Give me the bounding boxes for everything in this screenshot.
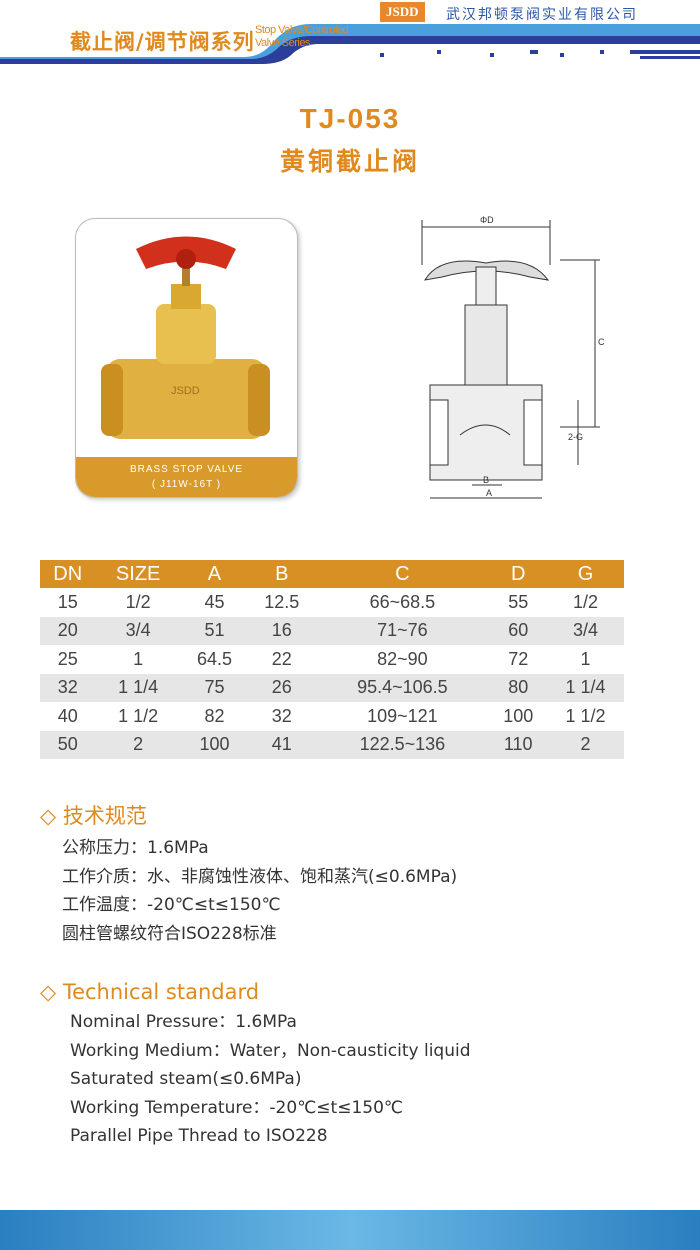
spec-cn-list: 公称压力：1.6MPa 工作介质：水、非腐蚀性液体、饱和蒸汽(≤0.6MPa) … xyxy=(62,834,457,948)
series-title: 截止阀/调节阀系列 xyxy=(70,30,255,54)
table-cell: 1/2 xyxy=(573,591,599,612)
column-header: SIZE xyxy=(95,560,181,588)
table-cell: 1 xyxy=(580,648,591,669)
table-cell: 110 xyxy=(489,730,548,759)
brand-logo: JSDD xyxy=(380,2,425,22)
spec-cn-line: 工作介质：水、非腐蚀性液体、饱和蒸汽(≤0.6MPa) xyxy=(62,866,458,887)
spec-en-line: Nominal Pressure：1.6MPa xyxy=(70,1012,297,1032)
table-cell: 1/2 xyxy=(125,591,151,612)
table-cell: 64.5 xyxy=(196,648,232,669)
column-header: DN xyxy=(40,560,96,588)
table-cell: 22 xyxy=(271,648,292,669)
table-cell: 26 xyxy=(248,673,316,702)
table-cell: 3/4 xyxy=(95,616,181,645)
table-cell: 95.4~106.5 xyxy=(315,673,490,702)
product-model: TJ-053 xyxy=(299,103,401,134)
table-cell: 1 1/2 xyxy=(565,705,606,726)
column-header: G xyxy=(547,560,624,588)
technical-drawing: ΦD C 2-G B A xyxy=(421,215,605,499)
table-cell: 32 xyxy=(40,673,96,702)
footer-band xyxy=(0,1210,700,1250)
spec-en-line: Saturated steam(≤0.6MPa) xyxy=(70,1069,302,1089)
series-subtitle-line: Stop Valve/Controled xyxy=(255,24,349,36)
dim-label-a: A xyxy=(486,488,492,498)
table-cell: 45 xyxy=(204,591,225,612)
dim-label-b: B xyxy=(483,475,489,485)
table-cell: 51 xyxy=(180,616,249,645)
table-cell: 60 xyxy=(489,616,548,645)
table-row: 50 2 100 41 122.5~136 110 2 xyxy=(40,730,624,759)
product-name: 黄铜截止阀 xyxy=(279,147,420,176)
table-cell: 1 1/4 xyxy=(95,673,181,702)
table-row: 40 1 1/2 82 32 109~121 100 1 1/2 xyxy=(40,702,624,731)
column-header: B xyxy=(248,560,316,588)
spec-en-line: Working Temperature：-20℃≤t≤150℃ xyxy=(70,1097,403,1118)
table-cell: 82 xyxy=(204,705,225,726)
table-cell: 1 1/4 xyxy=(547,673,624,702)
header-banner-graphic xyxy=(0,24,700,64)
table-cell: 40 xyxy=(57,705,78,726)
table-cell: 100 xyxy=(180,730,249,759)
product-photo: JSDD BRASS STOP VALVE ( J11W-16T ) xyxy=(75,218,298,498)
table-cell: 109~121 xyxy=(367,705,438,726)
table-cell: 41 xyxy=(248,730,316,759)
table-row: 32 1 1/4 75 26 95.4~106.5 80 1 1/4 xyxy=(40,673,624,702)
table-cell: 15 xyxy=(57,591,78,612)
series-subtitle-line: Valve Series xyxy=(255,37,310,49)
table-cell: 1 xyxy=(133,648,144,669)
spec-en-heading: ◇ Technical standard xyxy=(40,980,260,1004)
caption-line: BRASS STOP VALVE xyxy=(129,464,244,475)
table-cell: 75 xyxy=(180,673,249,702)
caption-line: ( J11W-16T ) xyxy=(151,479,222,490)
dimension-table: DN SIZE A B C D G 15 1/2 45 12.5 66~68.5 55 1/2 20 3/4… xyxy=(40,560,624,759)
table-cell: 71~76 xyxy=(315,616,490,645)
table-cell: 25 xyxy=(57,648,78,669)
dim-label-d: ΦD xyxy=(480,215,494,225)
table-row: 20 3/4 51 16 71~76 60 3/4 xyxy=(40,616,624,645)
spec-cn-line: 圆柱管螺纹符合ISO228标准 xyxy=(62,923,277,944)
spec-en-line: Parallel Pipe Thread to ISO228 xyxy=(70,1126,328,1146)
spec-en-line: Working Medium：Water，Non-causticity liqu… xyxy=(70,1040,471,1061)
photo-mark: JSDD xyxy=(171,385,200,397)
table-cell: 1 1/2 xyxy=(118,705,159,726)
column-header: D xyxy=(489,560,548,588)
spec-cn-heading: ◇ 技术规范 xyxy=(40,804,147,828)
table-row: 25 1 64.5 22 82~90 72 1 xyxy=(40,645,624,674)
column-header: A xyxy=(180,560,249,588)
series-subtitle: Stop Valve/Controled Valve Series xyxy=(255,24,349,50)
table-cell: 32 xyxy=(271,705,292,726)
table-cell: 55 xyxy=(508,591,529,612)
photo-caption: BRASS STOP VALVE ( J11W-16T ) xyxy=(76,457,297,497)
table-cell: 2 xyxy=(95,730,181,759)
table-cell: 122.5~136 xyxy=(315,730,490,759)
spec-cn-line: 工作温度：-20℃≤t≤150℃ xyxy=(62,895,281,915)
table-cell: 16 xyxy=(248,616,316,645)
company-name: 武汉邦顿泵阀实业有限公司 xyxy=(446,7,638,23)
table-cell: 82~90 xyxy=(377,648,428,669)
table-cell: 66~68.5 xyxy=(369,591,436,612)
table-cell: 50 xyxy=(40,730,96,759)
dim-label-g: 2-G xyxy=(568,432,583,442)
table-row: 15 1/2 45 12.5 66~68.5 55 1/2 xyxy=(40,588,624,617)
column-header: C xyxy=(315,560,490,588)
table-cell: 2 xyxy=(547,730,624,759)
brass-valve-image: JSDD xyxy=(101,236,270,439)
table-cell: 100 xyxy=(503,705,534,726)
spec-en-list: Nominal Pressure：1.6MPa Working Medium：W… xyxy=(70,1008,471,1151)
table-cell: 72 xyxy=(508,648,529,669)
spec-cn-line: 公称压力：1.6MPa xyxy=(62,838,209,858)
table-cell: 3/4 xyxy=(547,616,624,645)
table-cell: 20 xyxy=(40,616,96,645)
dim-label-c: C xyxy=(598,337,605,347)
table-header-row: DN SIZE A B C D G xyxy=(40,560,624,588)
table-cell: 12.5 xyxy=(264,591,300,612)
table-cell: 80 xyxy=(489,673,548,702)
